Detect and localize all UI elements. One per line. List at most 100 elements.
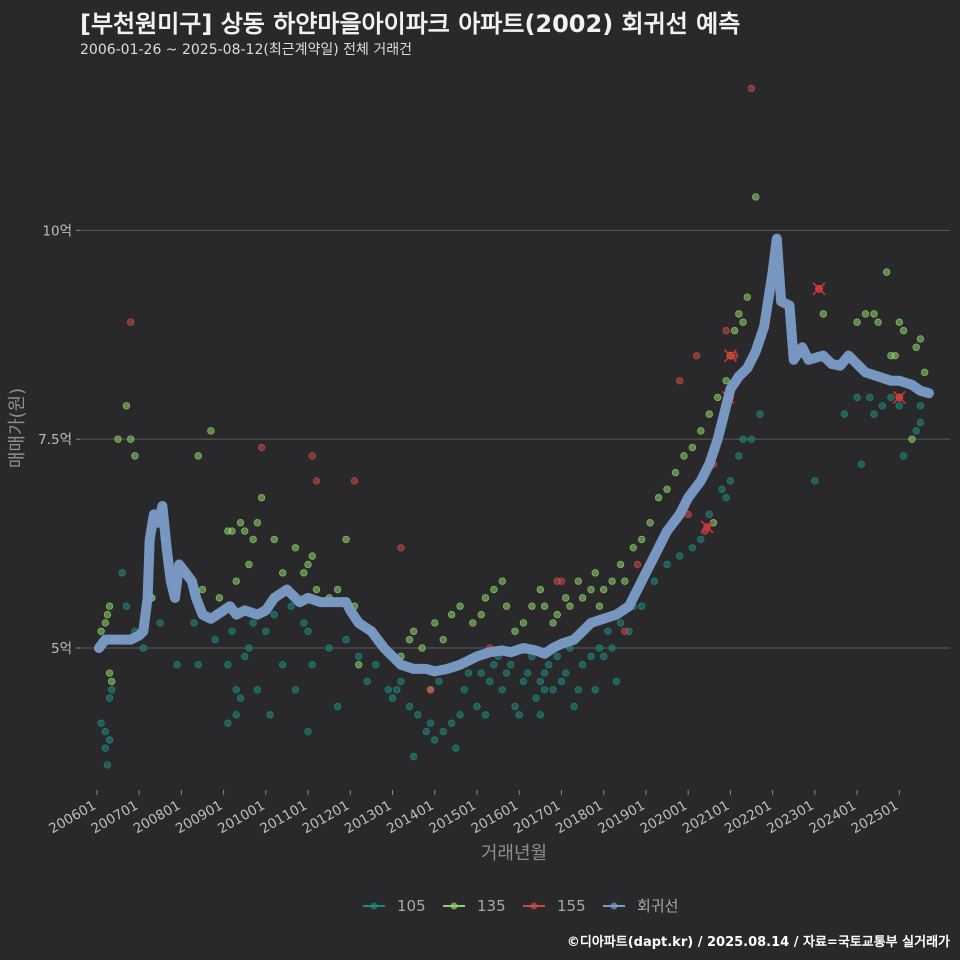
point-105 bbox=[435, 677, 443, 686]
point-105 bbox=[561, 669, 570, 677]
x-tick-label: 201601 bbox=[469, 798, 522, 838]
point-105 bbox=[587, 652, 595, 661]
point-155 bbox=[676, 377, 684, 385]
point-105 bbox=[511, 702, 519, 711]
point-135 bbox=[405, 635, 414, 644]
point-135 bbox=[291, 544, 300, 552]
point-135 bbox=[101, 619, 110, 627]
point-105 bbox=[697, 535, 705, 544]
point-135 bbox=[920, 368, 929, 377]
point-105 bbox=[118, 569, 126, 577]
point-105 bbox=[300, 619, 308, 627]
point-135 bbox=[861, 310, 870, 318]
point-135 bbox=[870, 310, 878, 318]
y-axis-title: 매매가(원) bbox=[7, 388, 28, 468]
point-135 bbox=[688, 443, 697, 452]
point-135 bbox=[629, 544, 637, 552]
point-135 bbox=[253, 519, 262, 527]
point-105 bbox=[477, 669, 485, 677]
point-105 bbox=[545, 661, 553, 669]
point-105 bbox=[105, 736, 114, 744]
point-135 bbox=[342, 535, 350, 544]
point-105 bbox=[291, 686, 300, 694]
x-tick-label: 201701 bbox=[511, 798, 564, 838]
point-105 bbox=[431, 736, 439, 744]
point-135 bbox=[752, 193, 760, 201]
point-105 bbox=[236, 694, 245, 702]
point-135 bbox=[447, 610, 456, 619]
point-155 bbox=[126, 318, 135, 326]
chart-subtitle: 2006-01-26 ~ 2025-08-12(최근계약일) 전체 거래건 bbox=[80, 42, 412, 58]
point-105 bbox=[414, 711, 422, 719]
point-105 bbox=[498, 686, 507, 694]
point-135 bbox=[215, 594, 224, 602]
legend-dot-135 bbox=[450, 902, 458, 910]
point-135 bbox=[122, 402, 131, 410]
point-105 bbox=[688, 544, 697, 552]
point-105 bbox=[452, 744, 460, 752]
point-105 bbox=[241, 652, 249, 661]
point-135 bbox=[561, 594, 570, 602]
point-155 bbox=[621, 627, 629, 635]
point-105 bbox=[456, 711, 464, 719]
point-135 bbox=[714, 393, 722, 402]
point-105 bbox=[899, 452, 908, 460]
point-135 bbox=[663, 485, 671, 493]
point-105 bbox=[540, 686, 549, 694]
point-105 bbox=[540, 669, 549, 677]
point-155 bbox=[633, 560, 642, 569]
point-135 bbox=[549, 619, 557, 627]
x-axis-title: 거래년월 bbox=[481, 843, 547, 864]
point-135 bbox=[608, 577, 616, 585]
x-tick-label: 201401 bbox=[384, 798, 437, 838]
point-105 bbox=[266, 711, 274, 719]
x-tick-label: 200601 bbox=[46, 798, 99, 838]
point-135 bbox=[819, 310, 828, 318]
point-105 bbox=[101, 727, 110, 736]
point-105 bbox=[916, 418, 925, 427]
legend: 105 135 155 회귀선 bbox=[363, 897, 678, 915]
point-135 bbox=[519, 619, 528, 627]
point-135 bbox=[439, 635, 447, 644]
point-105 bbox=[156, 619, 164, 627]
x-tick-label: 200801 bbox=[131, 798, 184, 838]
point-135 bbox=[697, 427, 705, 435]
point-105 bbox=[726, 477, 735, 485]
cross-stroke bbox=[812, 282, 826, 296]
point-105 bbox=[393, 686, 401, 694]
point-105 bbox=[103, 761, 112, 769]
point-105 bbox=[502, 669, 511, 677]
point-105 bbox=[232, 686, 240, 694]
point-105 bbox=[473, 702, 481, 711]
point-105 bbox=[439, 727, 447, 736]
chart-title: [부천원미구] 상동 하얀마을아이파크 아파트(2002) 회귀선 예측 bbox=[80, 10, 741, 38]
point-135 bbox=[308, 552, 316, 560]
regression-line bbox=[94, 233, 934, 677]
point-105 bbox=[705, 510, 713, 519]
point-105 bbox=[139, 644, 148, 652]
point-105 bbox=[570, 702, 578, 711]
point-135 bbox=[616, 560, 625, 569]
legend-label: 135 bbox=[477, 897, 506, 915]
point-135 bbox=[502, 602, 511, 610]
y-tick-label: 7.5억 bbox=[38, 432, 72, 448]
point-105 bbox=[447, 719, 456, 727]
point-135 bbox=[228, 527, 236, 535]
point-135 bbox=[114, 435, 122, 443]
point-105 bbox=[270, 610, 278, 619]
point-105 bbox=[747, 435, 756, 443]
point-105 bbox=[599, 652, 608, 661]
point-105 bbox=[342, 635, 350, 644]
point-135 bbox=[705, 410, 713, 418]
point-135 bbox=[207, 427, 215, 435]
point-135 bbox=[469, 619, 477, 627]
point-155 bbox=[557, 577, 566, 585]
cross-stroke bbox=[723, 349, 737, 363]
point-105 bbox=[409, 752, 418, 761]
point-105 bbox=[253, 686, 262, 694]
cross-marker bbox=[812, 282, 826, 296]
x-tick-label: 201301 bbox=[342, 798, 395, 838]
point-135 bbox=[899, 326, 908, 335]
point-135 bbox=[528, 602, 536, 610]
point-135 bbox=[131, 452, 139, 460]
